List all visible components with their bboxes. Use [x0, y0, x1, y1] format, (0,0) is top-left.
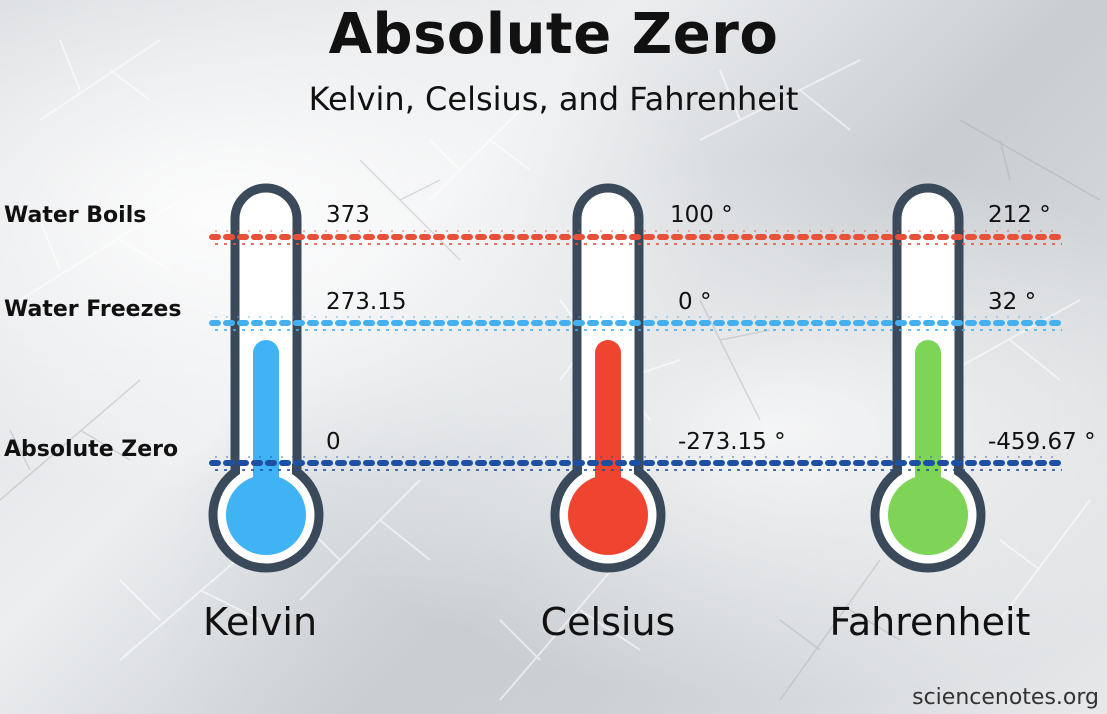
credit-text: sciencenotes.org: [912, 685, 1099, 710]
celsius-freezes-value: 0 °: [678, 289, 712, 315]
fahrenheit-boils-value: 212 °: [988, 202, 1051, 228]
page-title: Absolute Zero: [328, 2, 779, 67]
celsius-liquid-column: [595, 340, 621, 510]
fahrenheit-liquid-bulb: [888, 475, 968, 555]
celsius-boils-value: 100 °: [670, 202, 733, 228]
kelvin-liquid-bulb: [226, 475, 306, 555]
kelvin-freezes-value: 273.15: [326, 289, 407, 315]
celsius-zero-value: -273.15 °: [678, 429, 786, 455]
kelvin-boils-value: 373: [326, 202, 370, 228]
row-label-water-freezes: Water Freezes: [4, 297, 182, 322]
fahrenheit-zero-value: -459.67 °: [988, 429, 1096, 455]
kelvin-liquid-column: [253, 340, 279, 510]
kelvin-zero-value: 0: [326, 429, 341, 455]
celsius-liquid-bulb: [568, 475, 648, 555]
row-label-absolute-zero: Absolute Zero: [4, 437, 179, 462]
fahrenheit-liquid-column: [915, 340, 941, 510]
page-subtitle: Kelvin, Celsius, and Fahrenheit: [308, 80, 799, 118]
row-label-water-boils: Water Boils: [4, 203, 147, 228]
scale-label-celsius: Celsius: [540, 600, 676, 644]
fahrenheit-freezes-value: 32 °: [988, 289, 1037, 315]
scale-label-kelvin: Kelvin: [202, 600, 318, 644]
scale-label-fahrenheit: Fahrenheit: [829, 600, 1031, 644]
